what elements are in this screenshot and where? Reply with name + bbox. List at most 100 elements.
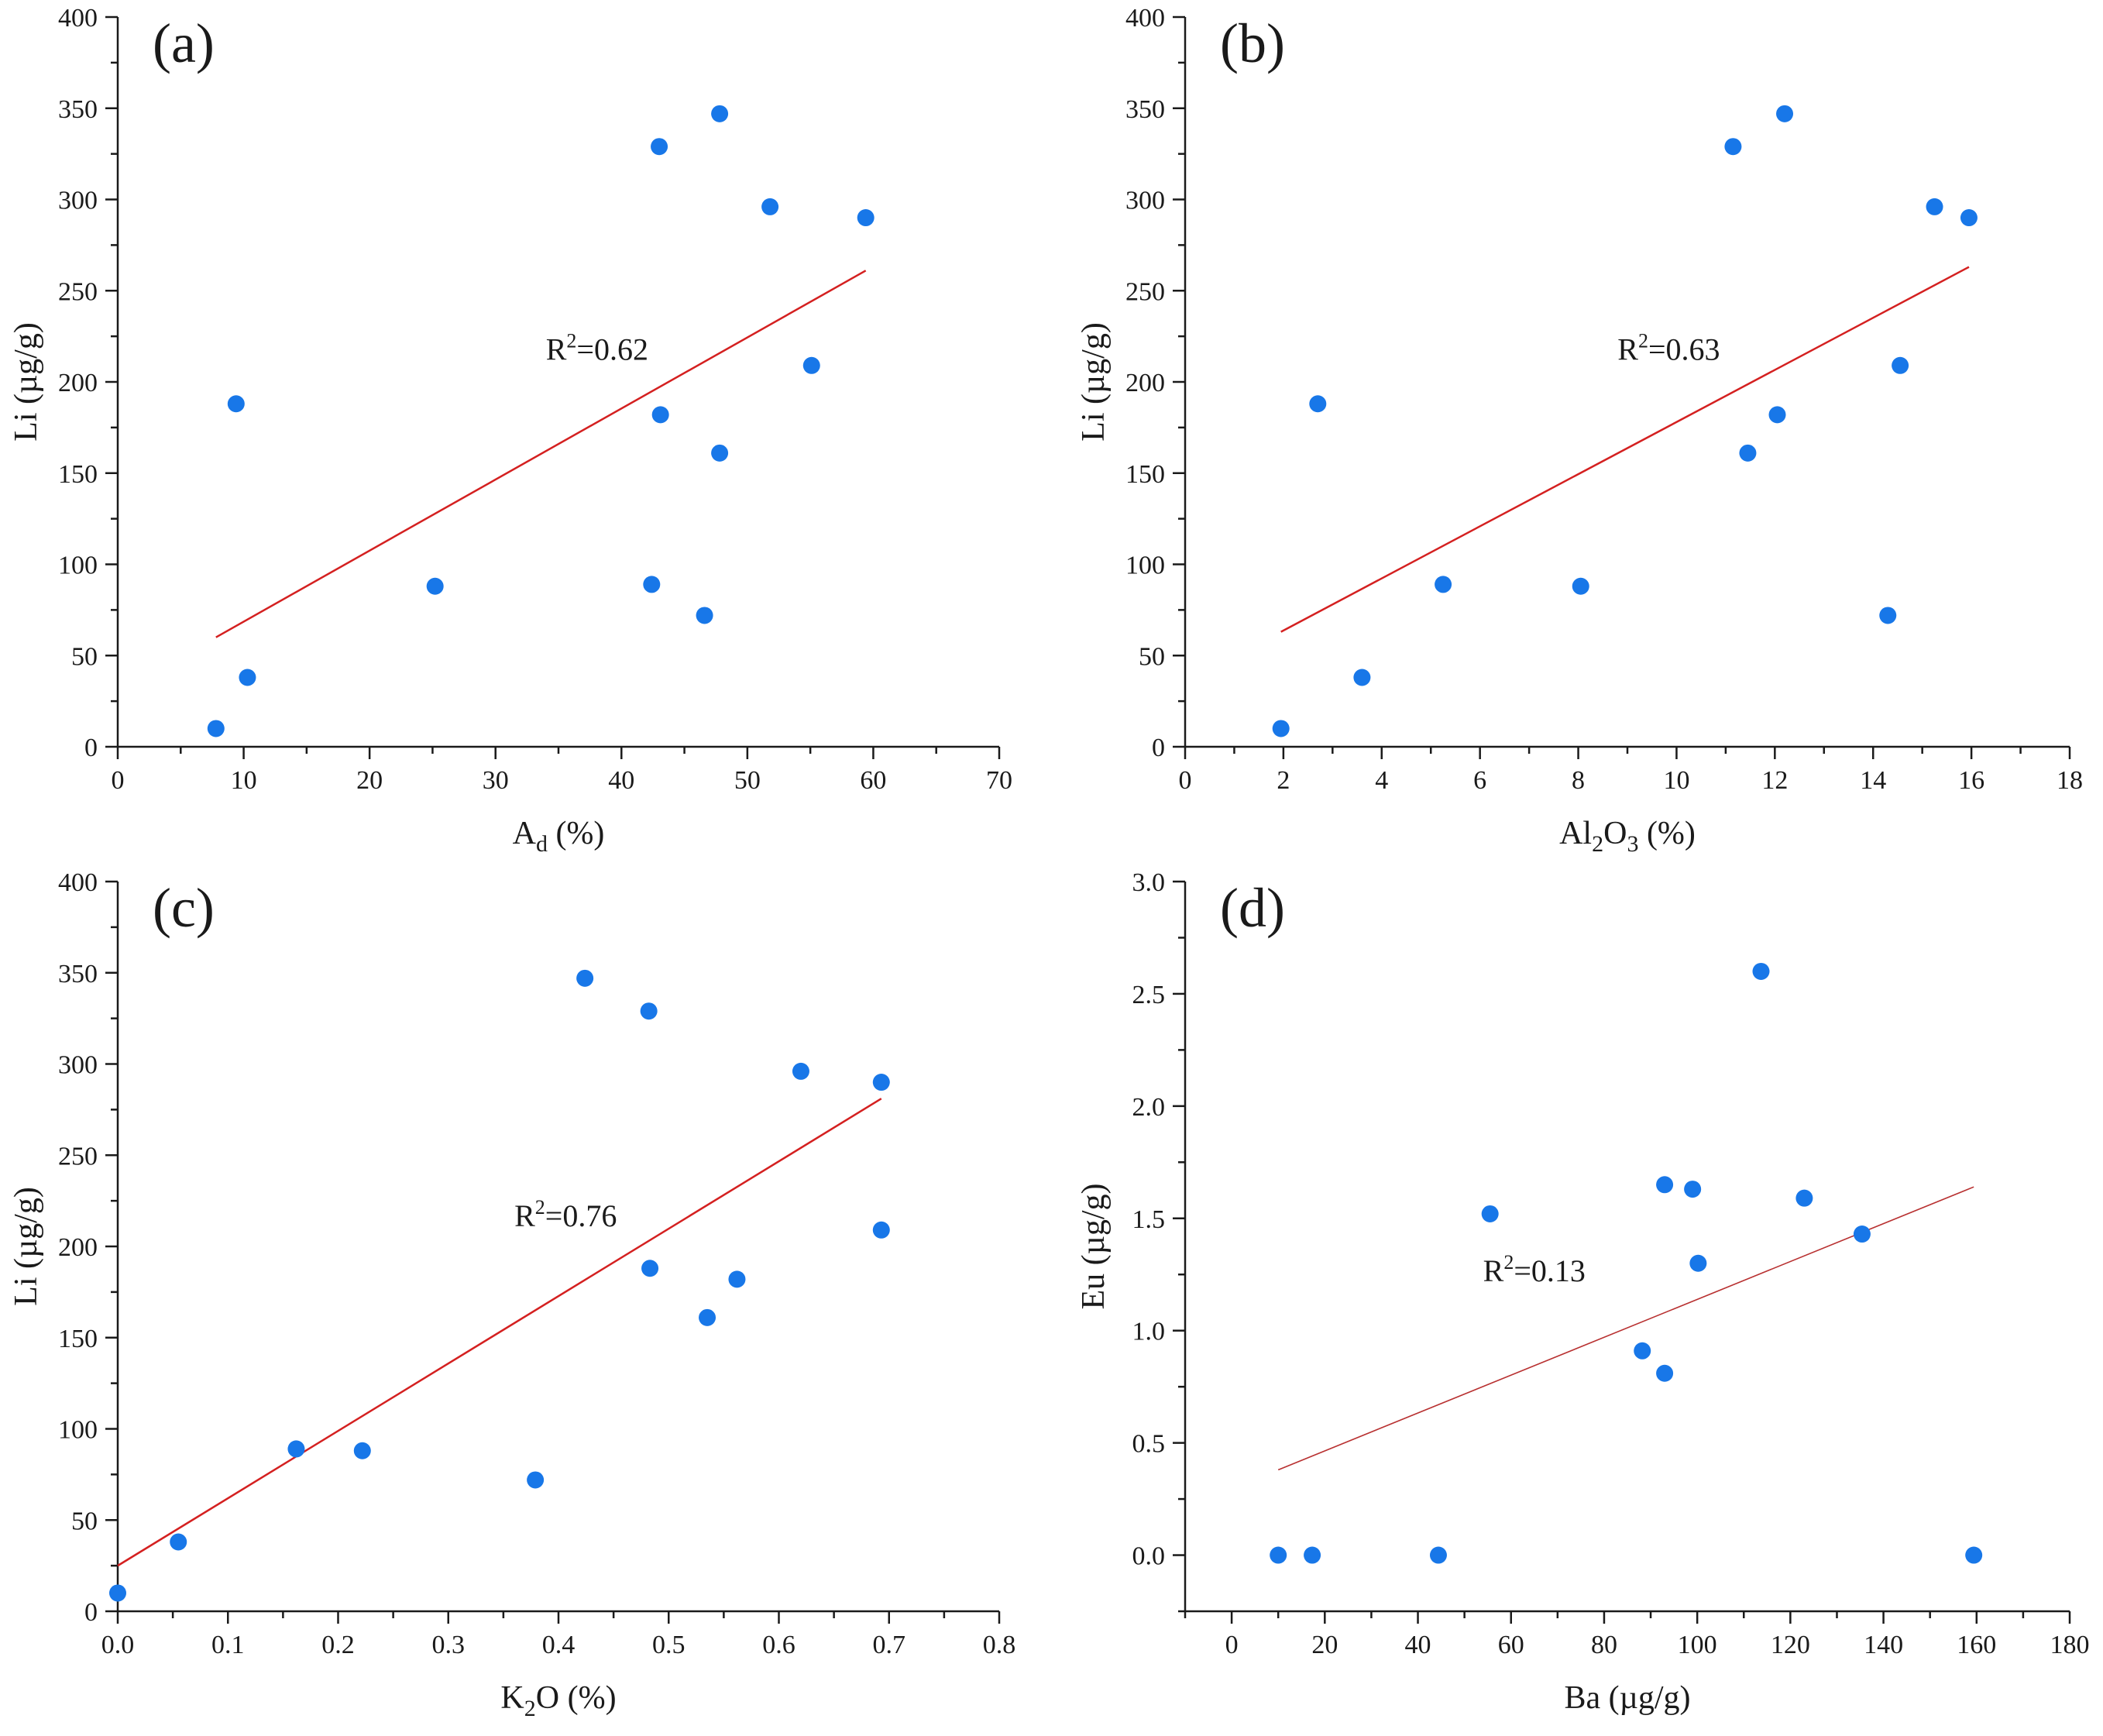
y-tick-label: 2.5	[1132, 981, 1166, 1009]
x-tick-label: 6	[1473, 766, 1486, 795]
data-point	[170, 1533, 187, 1551]
r2-value: =0.13	[1514, 1253, 1586, 1288]
data-point	[227, 395, 245, 413]
y-tick-label: 0.5	[1132, 1430, 1166, 1459]
y-axis-title: Li (µg/g)	[9, 1187, 44, 1306]
x-title-part: O (%)	[536, 1680, 617, 1716]
x-tick-label: 50	[734, 766, 761, 795]
r2-prefix: R	[546, 332, 567, 367]
y-tick-label: 0.0	[1132, 1542, 1166, 1571]
x-axis-title: Al2O3 (%)	[1559, 816, 1696, 857]
x-tick-label: 10	[231, 766, 257, 795]
data-point	[1481, 1205, 1499, 1222]
y-tick-label: 150	[1125, 460, 1165, 489]
x-tick-label: 0.8	[983, 1631, 1016, 1659]
x-title-part: (%)	[548, 816, 604, 851]
x-title-part: O	[1603, 816, 1627, 851]
data-point	[1270, 1546, 1287, 1564]
x-tick-label: 60	[860, 766, 886, 795]
x-title-subscript: 2	[1592, 831, 1603, 857]
x-tick-label: 4	[1375, 766, 1388, 795]
data-point	[207, 720, 225, 737]
x-title-part: (%)	[1638, 816, 1695, 851]
data-point	[1353, 669, 1371, 686]
x-tick-label: 0	[1225, 1631, 1239, 1659]
x-axis-title: Ba (µg/g)	[1565, 1680, 1691, 1716]
data-point	[651, 138, 668, 156]
r2-superscript: 2	[1638, 330, 1648, 352]
y-tick-label: 2.0	[1132, 1093, 1166, 1122]
x-title-part: K	[500, 1680, 524, 1716]
x-tick-label: 2	[1277, 766, 1290, 795]
data-point	[1776, 105, 1794, 122]
chart-panel-a: 0 10 20 30 40 50 60 70 0 50 100 150 200 250 300 350 400 L…	[9, 4, 1012, 857]
y-tick-label: 350	[58, 95, 98, 124]
x-tick-label: 8	[1572, 766, 1585, 795]
r2-prefix: R	[514, 1198, 535, 1233]
data-point	[1634, 1342, 1651, 1360]
data-point	[696, 607, 713, 624]
x-tick-label: 0.4	[542, 1631, 576, 1659]
y-tick-label: 350	[58, 960, 98, 988]
data-point	[239, 669, 256, 686]
data-point	[711, 444, 729, 462]
panel-label: (a)	[153, 12, 215, 74]
y-tick-label: 150	[58, 460, 98, 489]
y-tick-label: 400	[58, 4, 98, 33]
data-point	[353, 1442, 371, 1459]
data-point	[109, 1584, 126, 1602]
data-point	[872, 1221, 890, 1239]
data-point	[287, 1440, 305, 1458]
x-tick-label: 10	[1663, 766, 1689, 795]
x-axis-title: K2O (%)	[500, 1680, 616, 1721]
y-tick-label: 0	[1152, 734, 1165, 762]
x-tick-label: 70	[986, 766, 1012, 795]
panel-label: (b)	[1220, 12, 1285, 74]
chart-panel-c: 0.0 0.1 0.2 0.3 0.4 0.5 0.6 0.7 0.8 0 50 100 150 200 2…	[9, 868, 1015, 1721]
data-point	[527, 1471, 545, 1489]
y-tick-label: 50	[1139, 642, 1165, 671]
y-tick-label: 0	[84, 734, 98, 762]
x-tick-label: 0.3	[432, 1631, 466, 1659]
x-tick-label: 100	[1678, 1631, 1717, 1659]
y-tick-label: 150	[58, 1325, 98, 1353]
r2-superscript: 2	[566, 330, 576, 352]
data-point	[1429, 1546, 1447, 1564]
x-tick-label: 30	[483, 766, 509, 795]
data-point	[1724, 138, 1742, 156]
data-point	[426, 577, 444, 595]
x-tick-label: 16	[1958, 766, 1984, 795]
data-point	[1926, 198, 1943, 215]
x-tick-label: 40	[608, 766, 634, 795]
y-tick-label: 250	[58, 1142, 98, 1171]
data-point	[711, 105, 729, 122]
y-tick-label: 100	[58, 552, 98, 580]
x-axis-title: Ad (%)	[513, 816, 605, 857]
r2-prefix: R	[1617, 332, 1638, 367]
data-point	[643, 576, 661, 593]
x-title-subscript: 3	[1627, 831, 1638, 857]
y-tick-label: 200	[58, 1233, 98, 1262]
r-squared-label: R2=0.13	[1483, 1251, 1586, 1288]
y-tick-label: 400	[1125, 4, 1165, 33]
y-tick-label: 400	[58, 868, 98, 897]
x-tick-label: 80	[1591, 1631, 1617, 1659]
data-point	[792, 1062, 809, 1080]
r2-superscript: 2	[1503, 1251, 1514, 1274]
x-tick-label: 0.5	[652, 1631, 686, 1659]
data-point	[699, 1308, 716, 1326]
x-tick-label: 20	[1311, 1631, 1338, 1659]
x-tick-label: 140	[1864, 1631, 1903, 1659]
x-tick-label: 20	[356, 766, 383, 795]
x-tick-label: 0.0	[101, 1631, 135, 1659]
y-tick-label: 3.0	[1132, 868, 1166, 897]
data-point	[1768, 406, 1786, 424]
data-point	[1739, 444, 1757, 462]
y-tick-label: 0	[84, 1598, 98, 1627]
data-point	[1435, 576, 1452, 593]
x-tick-label: 0.1	[211, 1631, 245, 1659]
data-point	[1304, 1546, 1321, 1564]
chart-panel-b: 0 2 4 6 8 10 12 14 16 18 0 50 100 150 200 250 300 350 400 L…	[1076, 4, 2083, 857]
